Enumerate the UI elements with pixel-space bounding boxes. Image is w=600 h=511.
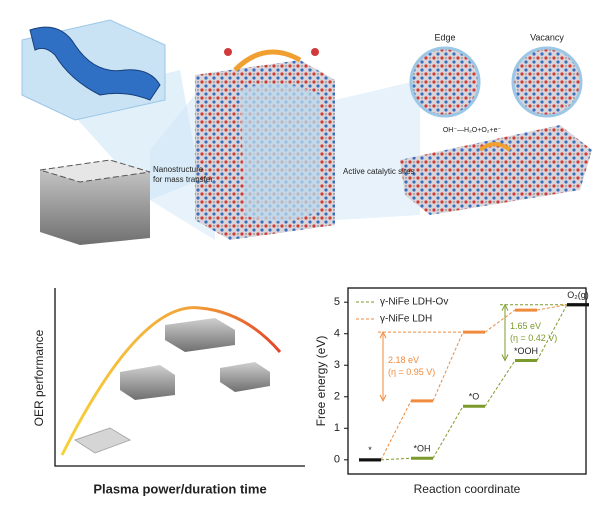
block-top bbox=[39, 159, 151, 183]
sketch: OER performance Plasma power/duration ti… bbox=[32, 288, 305, 496]
o2 bbox=[311, 48, 319, 56]
connector bbox=[484, 360, 516, 407]
surface bbox=[165, 318, 235, 352]
performance-curve bbox=[60, 306, 282, 456]
o2 bbox=[224, 48, 232, 56]
nanostructure-label: Nanostructure bbox=[153, 165, 204, 174]
beam bbox=[335, 80, 420, 220]
connector bbox=[432, 331, 464, 402]
gap-label: (η = 0.42 V) bbox=[510, 333, 557, 343]
state-label: *O bbox=[469, 392, 480, 402]
y-axis-label: Free energy (eV) bbox=[314, 336, 328, 427]
connector bbox=[536, 304, 568, 311]
y-tick-label: 2 bbox=[334, 391, 340, 403]
arrow bbox=[478, 142, 512, 152]
state-label: *OOH bbox=[514, 346, 538, 356]
gap-label: 1.65 eV bbox=[510, 321, 541, 331]
active-sites-label: Active catalytic sites bbox=[343, 167, 415, 176]
plot-frame bbox=[347, 287, 587, 475]
connector bbox=[380, 400, 412, 461]
connector bbox=[380, 457, 412, 461]
state-label: * bbox=[368, 445, 372, 455]
cube-water bbox=[240, 83, 320, 222]
edge-circle bbox=[409, 46, 481, 118]
legend-label: γ-NiFe LDH-Ov bbox=[380, 297, 448, 308]
surface bbox=[220, 362, 270, 392]
lattice bbox=[400, 125, 592, 215]
connector bbox=[432, 405, 464, 459]
state-label: *OH bbox=[413, 444, 430, 454]
vacancy-circle bbox=[511, 46, 583, 118]
reaction-label: OH⁻—H₂O+O₂+e⁻ bbox=[443, 127, 502, 134]
y-tick-label: 5 bbox=[334, 296, 340, 308]
y-axis-label: OER performance bbox=[32, 329, 46, 426]
nanostructure-label: for mass transfer bbox=[153, 175, 213, 184]
vacancy-label: Vacancy bbox=[530, 32, 564, 42]
gap-label: (η = 0.95 V) bbox=[388, 367, 435, 377]
y-tick-label: 4 bbox=[334, 328, 340, 340]
gray-block bbox=[40, 160, 150, 245]
x-axis-label: Reaction coordinate bbox=[414, 482, 521, 496]
connector bbox=[484, 309, 516, 333]
state-label: O₂(g) bbox=[567, 290, 589, 300]
connector bbox=[536, 304, 568, 361]
edge-label: Edge bbox=[434, 32, 455, 42]
gap-label: 2.18 eV bbox=[388, 355, 419, 365]
surface bbox=[120, 365, 175, 400]
blue-sheet bbox=[29, 26, 161, 101]
y-tick-label: 0 bbox=[334, 454, 340, 466]
arrow bbox=[233, 49, 302, 72]
x-axis-label: Plasma power/duration time bbox=[93, 481, 266, 496]
legend-label: γ-NiFe LDH bbox=[380, 314, 432, 325]
flat-surface bbox=[73, 427, 132, 454]
sketch-axes bbox=[54, 288, 305, 467]
illustration: Edge Vacancy OH⁻—H₂O+O₂+e⁻ Nanostructure… bbox=[21, 19, 592, 245]
y-tick-label: 1 bbox=[334, 422, 340, 434]
y-tick-label: 3 bbox=[334, 359, 340, 371]
